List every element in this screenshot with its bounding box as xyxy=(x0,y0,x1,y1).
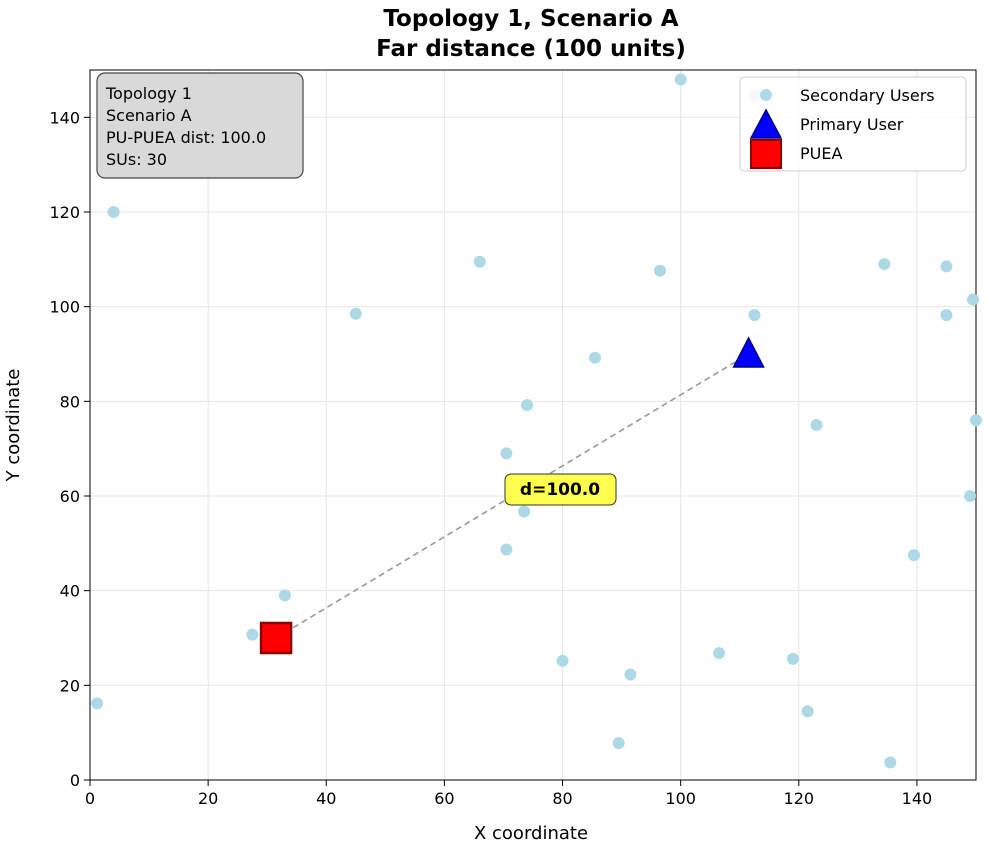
secondary-user-point xyxy=(674,73,687,86)
y-tick-label: 40 xyxy=(60,582,80,601)
x-tick-label: 140 xyxy=(902,789,933,808)
secondary-user-point xyxy=(518,505,531,518)
secondary-user-point xyxy=(748,309,761,322)
x-tick-label: 20 xyxy=(198,789,218,808)
chart-title: Topology 1, Scenario A xyxy=(383,6,678,32)
secondary-user-point xyxy=(500,543,513,556)
info-line-3: PU-PUEA dist: 100.0 xyxy=(106,128,266,147)
distance-label-box xyxy=(504,473,617,506)
info-box: Topology 1 Scenario A PU-PUEA dist: 100.… xyxy=(96,72,304,179)
y-tick-label: 140 xyxy=(49,108,80,127)
x-axis-label: X coordinate xyxy=(474,823,588,844)
y-tick-label: 0 xyxy=(70,771,80,790)
info-line-1: Topology 1 xyxy=(105,84,192,103)
legend-secondary-users-marker xyxy=(760,89,772,101)
x-tick-label: 100 xyxy=(665,789,696,808)
secondary-user-point xyxy=(91,697,104,710)
secondary-user-point xyxy=(473,255,486,268)
legend-puea-label: PUEA xyxy=(800,144,842,163)
legend-frame xyxy=(739,76,967,172)
legend-primary-user-marker xyxy=(749,108,783,139)
secondary-user-point xyxy=(964,490,977,502)
legend-puea-marker xyxy=(750,139,782,169)
secondary-user-point xyxy=(810,419,823,431)
grid-lines xyxy=(89,70,976,781)
puea-point xyxy=(259,621,293,655)
info-line-2: Scenario A xyxy=(106,106,192,125)
y-tick-label: 20 xyxy=(60,676,80,695)
secondary-user-point xyxy=(940,309,953,322)
axis-ticks: 0 20 40 60 80 100 120 140 0 20 40 60 80 100 120 140 xyxy=(49,108,932,808)
info-box-background xyxy=(96,72,304,179)
x-tick-label: 60 xyxy=(434,789,454,808)
secondary-user-point xyxy=(653,264,666,277)
secondary-user-point xyxy=(612,737,625,750)
secondary-user-point xyxy=(967,293,980,306)
x-tick-label: 80 xyxy=(552,789,572,808)
legend-primary-user-label: Primary User xyxy=(800,115,904,134)
secondary-user-point xyxy=(884,756,897,769)
secondary-user-point xyxy=(349,307,362,320)
secondary-user-point xyxy=(907,549,920,562)
secondary-user-point xyxy=(107,206,120,218)
chart-subtitle: Far distance (100 units) xyxy=(376,36,686,62)
secondary-user-point xyxy=(786,652,799,665)
secondary-user-point xyxy=(556,654,569,667)
y-tick-label: 120 xyxy=(49,203,80,222)
secondary-user-point xyxy=(801,705,814,718)
y-axis-label: Y coordinate xyxy=(3,369,24,483)
secondary-user-point xyxy=(940,260,953,273)
x-tick-label: 40 xyxy=(316,789,336,808)
data-marks xyxy=(91,73,982,769)
y-tick-label: 60 xyxy=(60,487,80,506)
secondary-user-point xyxy=(278,589,291,602)
secondary-user-point xyxy=(713,647,726,660)
secondary-user-point xyxy=(589,351,602,364)
distance-label-text: d=100.0 xyxy=(520,480,600,500)
legend-secondary-users-label: Secondary Users xyxy=(800,86,935,105)
distance-label: d=100.0 xyxy=(504,473,617,506)
info-line-4: SUs: 30 xyxy=(106,150,167,169)
secondary-user-point xyxy=(500,447,513,460)
legend: Secondary Users Primary User PUEA xyxy=(739,76,967,172)
x-tick-label: 0 xyxy=(85,789,95,808)
secondary-user-point xyxy=(246,628,259,641)
secondary-user-point xyxy=(624,668,637,681)
y-tick-label: 80 xyxy=(60,392,80,411)
y-tick-label: 100 xyxy=(49,298,80,317)
primary-user-point xyxy=(732,336,765,368)
x-tick-label: 120 xyxy=(784,789,815,808)
secondary-user-point xyxy=(970,414,982,427)
secondary-user-point xyxy=(878,258,891,271)
secondary-user-point xyxy=(521,399,534,412)
